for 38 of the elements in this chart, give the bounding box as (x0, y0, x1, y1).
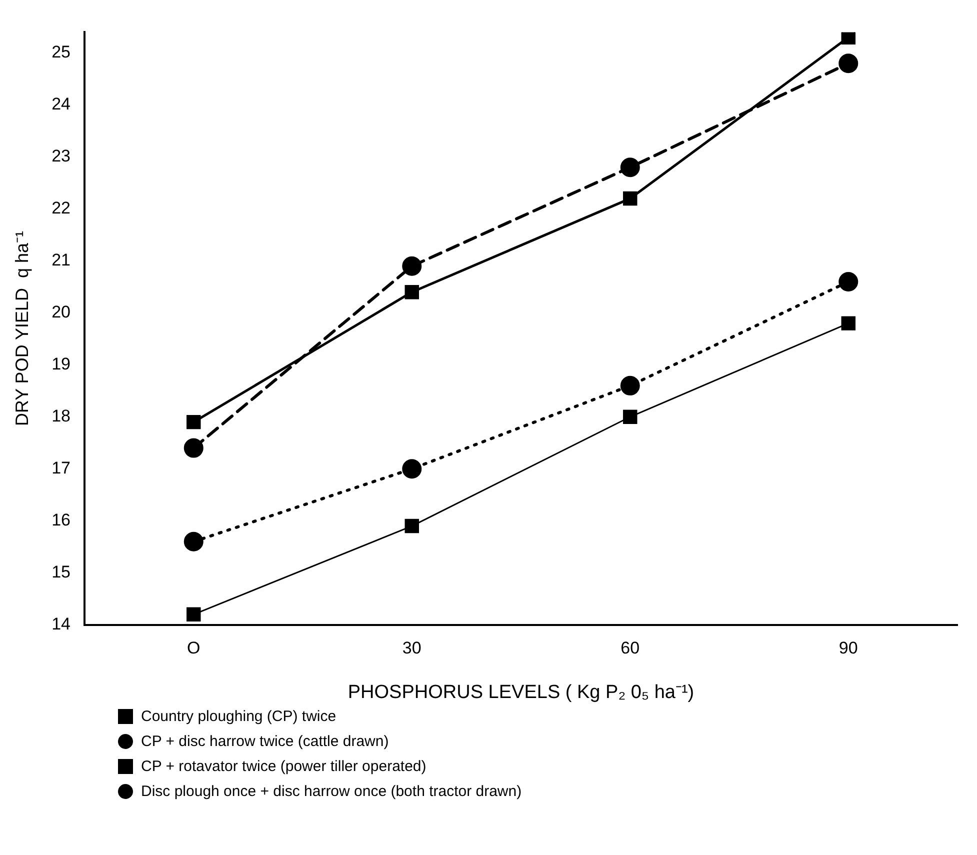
x-tick-label: 60 (620, 638, 640, 658)
point (404, 518, 419, 534)
point (623, 410, 638, 424)
legend-label: Country ploughing (CP) twice (141, 708, 336, 725)
x-tick-label: O (187, 638, 200, 658)
y-tick-label: 24 (52, 94, 71, 114)
point (186, 414, 201, 430)
y-tick-label: 16 (52, 510, 71, 530)
point (186, 607, 201, 622)
point (404, 285, 419, 300)
x-tick-label: 90 (838, 638, 858, 658)
y-axis-title: DRY POD YIELD q ha⁻¹ (12, 230, 32, 426)
y-tick-label: 14 (52, 614, 71, 634)
point (402, 256, 422, 276)
y-tick-label: 20 (52, 302, 71, 322)
point (620, 376, 640, 396)
y-tick-label: 19 (52, 354, 71, 374)
point (623, 191, 638, 206)
point (184, 438, 204, 458)
point (838, 54, 858, 74)
y-tick-label: 18 (52, 406, 71, 426)
legend-label: Disc plough once + disc harrow once (both tractor drawn) (141, 783, 522, 800)
y-tick-label: 25 (52, 42, 71, 62)
point (838, 272, 858, 292)
legend-label: CP + disc harrow twice (cattle drawn) (141, 733, 389, 750)
y-tick-label: 15 (52, 562, 71, 582)
point (402, 459, 422, 479)
point (841, 316, 856, 330)
x-axis-title: PHOSPHORUS LEVELS ( Kg P₂ 0₅ ha⁻¹) (348, 682, 694, 703)
y-tick-label: 21 (52, 250, 71, 270)
y-tick-label: 23 (52, 146, 71, 166)
point (184, 532, 204, 552)
point (841, 32, 856, 45)
x-tick-label: 30 (402, 638, 422, 658)
y-tick-label: 17 (52, 458, 71, 478)
y-tick-label: 22 (52, 198, 71, 218)
point (620, 158, 640, 178)
legend-label: CP + rotavator twice (power tiller operated) (141, 758, 426, 775)
